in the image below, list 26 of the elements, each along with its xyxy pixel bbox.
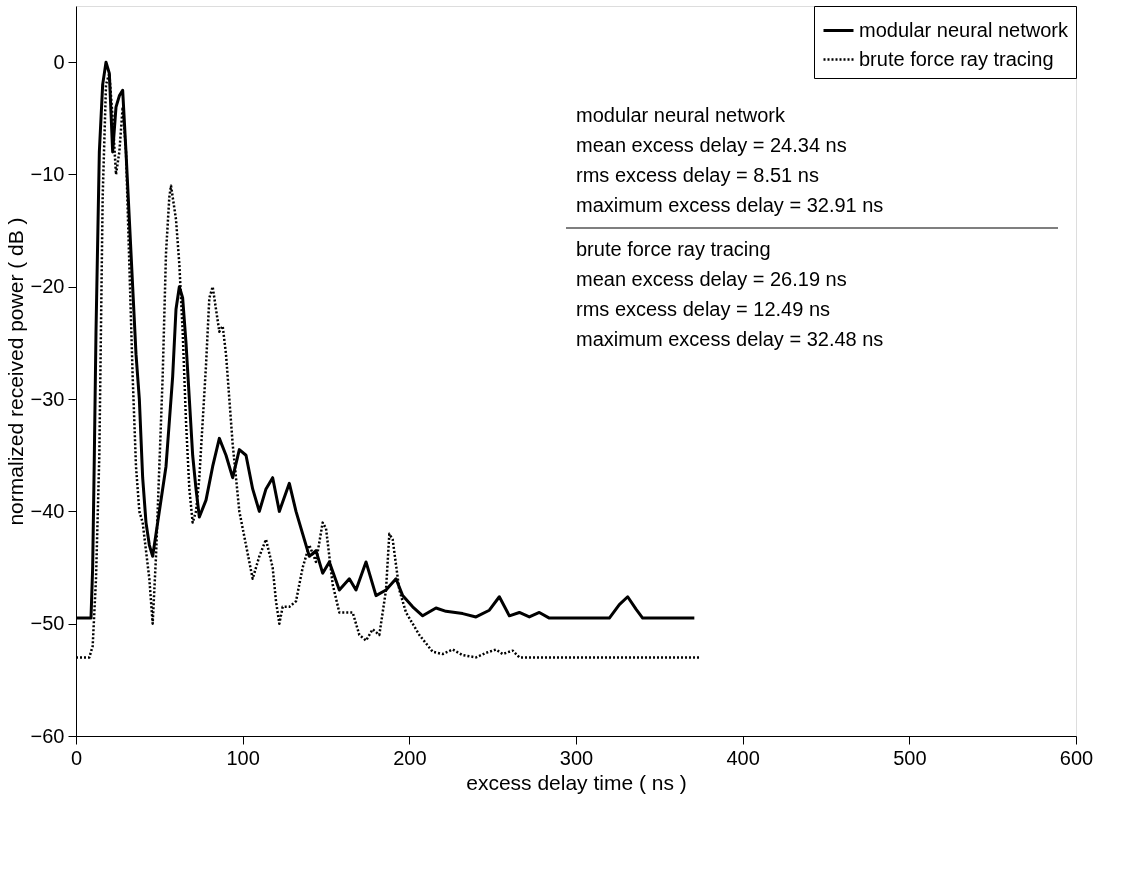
legend-label: modular neural network bbox=[859, 18, 1069, 41]
y-tick-label: −50 bbox=[30, 612, 65, 635]
x-tick-label: 400 bbox=[726, 746, 760, 769]
x-tick-label: 500 bbox=[893, 746, 927, 769]
annotation: brute force ray tracing bbox=[576, 238, 771, 260]
y-tick-label: 0 bbox=[53, 50, 65, 73]
y-tick-label: −10 bbox=[30, 162, 65, 185]
y-tick-label: −30 bbox=[30, 387, 65, 410]
x-tick-label: 0 bbox=[70, 746, 83, 769]
annotation: modular neural network bbox=[576, 104, 786, 126]
y-tick-label: −40 bbox=[30, 499, 65, 522]
annotation: rms excess delay = 8.51 ns bbox=[576, 164, 819, 186]
x-tick-label: 200 bbox=[393, 746, 427, 769]
y-tick-label: −20 bbox=[30, 275, 65, 298]
annotation: maximum excess delay = 32.48 ns bbox=[576, 328, 884, 350]
annotation: mean excess delay = 26.19 ns bbox=[576, 268, 847, 290]
annotation: mean excess delay = 24.34 ns bbox=[576, 134, 847, 156]
legend-label: brute force ray tracing bbox=[859, 47, 1054, 70]
x-axis-title: excess delay time ( ns ) bbox=[466, 770, 687, 794]
x-tick-label: 300 bbox=[559, 746, 594, 769]
y-tick-label: −60 bbox=[30, 724, 65, 747]
annotation: maximum excess delay = 32.91 ns bbox=[576, 194, 884, 216]
x-tick-label: 600 bbox=[1059, 746, 1094, 769]
x-tick-label: 100 bbox=[226, 746, 260, 769]
annotation: rms excess delay = 12.49 ns bbox=[576, 298, 831, 320]
y-axis-title: normalized received power ( dB ) bbox=[3, 217, 27, 526]
